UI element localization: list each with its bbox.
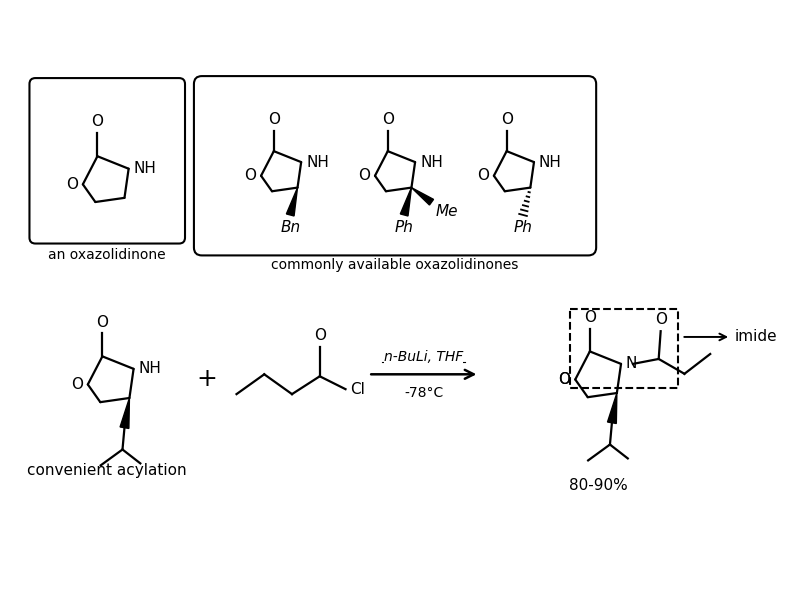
Polygon shape xyxy=(400,188,411,216)
Text: Cl: Cl xyxy=(350,382,366,397)
Text: NH: NH xyxy=(134,161,157,176)
Text: Ph: Ph xyxy=(394,220,414,235)
Text: O: O xyxy=(314,328,326,343)
Text: an oxazolidinone: an oxazolidinone xyxy=(48,248,166,262)
Text: imide: imide xyxy=(735,329,778,344)
Text: 80-90%: 80-90% xyxy=(569,478,627,493)
Text: NH: NH xyxy=(539,155,562,170)
Polygon shape xyxy=(120,398,130,428)
Text: NH: NH xyxy=(306,155,329,170)
Text: n-BuLi, THF: n-BuLi, THF xyxy=(384,350,463,364)
Text: O: O xyxy=(382,112,394,127)
FancyBboxPatch shape xyxy=(30,78,185,244)
Text: Me: Me xyxy=(435,204,458,219)
Polygon shape xyxy=(607,393,617,424)
Text: -78°C: -78°C xyxy=(404,386,443,400)
Text: O: O xyxy=(558,372,570,387)
Text: O: O xyxy=(358,168,370,183)
Polygon shape xyxy=(411,188,434,205)
Text: +: + xyxy=(196,367,218,391)
FancyBboxPatch shape xyxy=(194,76,596,256)
Text: O: O xyxy=(244,168,256,183)
Text: NH: NH xyxy=(138,361,162,376)
Text: O: O xyxy=(501,112,513,127)
Text: commonly available oxazolidinones: commonly available oxazolidinones xyxy=(271,259,518,272)
Text: O: O xyxy=(66,177,78,192)
Text: O: O xyxy=(584,310,596,325)
Text: O: O xyxy=(477,168,489,183)
Text: O: O xyxy=(71,377,83,392)
Text: convenient acylation: convenient acylation xyxy=(27,463,186,478)
Text: O: O xyxy=(654,312,666,327)
Text: O: O xyxy=(558,372,570,387)
Text: NH: NH xyxy=(420,155,443,170)
Polygon shape xyxy=(286,188,298,216)
Text: N: N xyxy=(626,356,638,371)
Text: O: O xyxy=(268,112,280,127)
Text: O: O xyxy=(91,115,103,130)
Text: Bn: Bn xyxy=(280,220,300,235)
Text: Ph: Ph xyxy=(514,220,533,235)
Text: O: O xyxy=(96,314,108,329)
